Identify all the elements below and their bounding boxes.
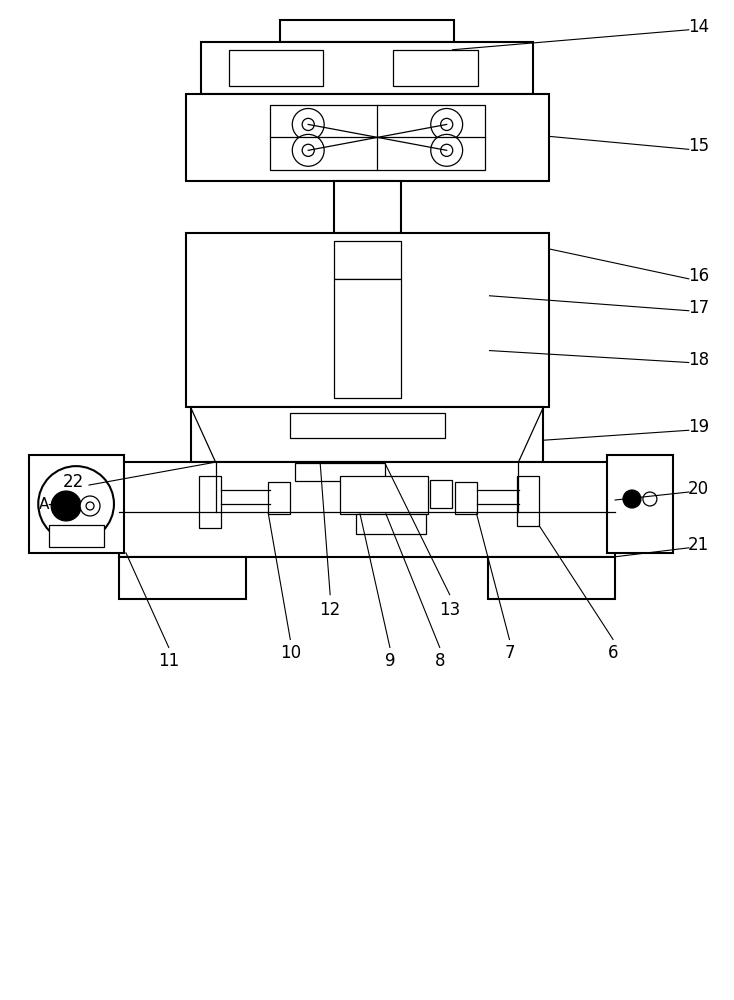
Bar [396,480,404,510]
Bar [295,463,385,481]
Text: 10: 10 [280,644,301,662]
Bar [430,480,451,508]
Text: 14: 14 [688,18,709,36]
Circle shape [292,108,324,140]
Bar [454,482,476,514]
Circle shape [302,118,314,130]
Bar [280,20,454,42]
Bar [269,482,290,514]
Text: 12: 12 [319,601,341,619]
Bar [334,279,401,398]
Bar [346,480,354,510]
Circle shape [623,490,641,508]
Bar [270,105,484,170]
Bar [386,480,394,510]
Bar [191,407,543,462]
Bar [376,480,384,510]
Circle shape [302,144,314,156]
Circle shape [431,134,462,166]
Bar [340,476,428,514]
Bar [334,181,401,233]
Text: 22: 22 [62,473,84,491]
Bar [334,241,401,279]
Bar [487,557,615,599]
Text: 11: 11 [158,652,179,670]
Circle shape [51,491,81,521]
Text: 15: 15 [688,137,709,155]
Circle shape [292,134,324,166]
Text: 21: 21 [688,536,709,554]
Text: 20: 20 [688,480,709,498]
Bar [607,455,673,553]
Bar [186,233,549,407]
Text: 7: 7 [504,644,515,662]
Bar [356,480,364,510]
Bar [290,413,445,438]
Text: A-A: A-A [39,497,65,512]
Bar [228,50,323,86]
Bar [200,42,534,94]
Text: 9: 9 [385,652,395,670]
Bar [119,557,247,599]
Bar [366,480,374,510]
Text: 13: 13 [439,601,460,619]
Text: 17: 17 [688,299,709,317]
Circle shape [643,492,657,506]
Bar [393,50,478,86]
Bar [517,476,539,526]
Bar [49,525,104,547]
Circle shape [440,144,453,156]
Text: 8: 8 [435,652,445,670]
Text: 18: 18 [688,351,709,369]
Circle shape [431,108,462,140]
Text: 19: 19 [688,418,709,436]
Bar [186,94,549,181]
Bar [29,455,124,553]
Circle shape [80,496,100,516]
Text: 6: 6 [608,644,618,662]
Circle shape [440,118,453,130]
Circle shape [86,502,94,510]
Bar [356,514,426,534]
Bar [199,476,220,528]
Text: 16: 16 [688,267,709,285]
Bar [119,462,615,557]
Bar [406,480,414,510]
Circle shape [38,466,114,542]
